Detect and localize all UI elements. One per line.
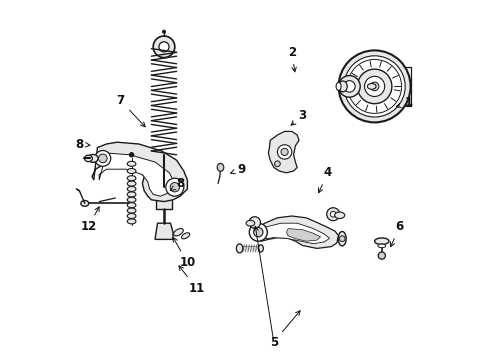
- Text: 5: 5: [270, 311, 300, 348]
- Ellipse shape: [127, 197, 136, 202]
- Circle shape: [330, 211, 336, 217]
- Ellipse shape: [127, 186, 136, 192]
- Circle shape: [249, 223, 268, 241]
- Ellipse shape: [127, 208, 136, 213]
- Text: 10: 10: [173, 237, 196, 269]
- Circle shape: [170, 183, 179, 192]
- Circle shape: [339, 50, 411, 122]
- Circle shape: [166, 178, 184, 196]
- Ellipse shape: [127, 213, 136, 219]
- Circle shape: [343, 81, 355, 92]
- Ellipse shape: [374, 238, 389, 244]
- Ellipse shape: [339, 81, 347, 92]
- Ellipse shape: [246, 220, 255, 226]
- Polygon shape: [92, 142, 187, 202]
- Ellipse shape: [127, 176, 136, 181]
- Polygon shape: [286, 229, 320, 241]
- Ellipse shape: [336, 82, 341, 90]
- Ellipse shape: [335, 212, 345, 219]
- Ellipse shape: [88, 154, 98, 162]
- Circle shape: [344, 56, 405, 117]
- Ellipse shape: [368, 84, 376, 89]
- Circle shape: [378, 252, 386, 259]
- Circle shape: [129, 153, 134, 157]
- Circle shape: [327, 208, 340, 221]
- Circle shape: [365, 76, 385, 96]
- Ellipse shape: [236, 244, 243, 253]
- Ellipse shape: [378, 244, 386, 248]
- Circle shape: [339, 236, 345, 242]
- Circle shape: [163, 30, 166, 33]
- Circle shape: [95, 150, 111, 166]
- Circle shape: [370, 82, 379, 91]
- Ellipse shape: [127, 161, 136, 166]
- Text: 11: 11: [179, 266, 204, 294]
- Text: 1: 1: [396, 96, 413, 109]
- Circle shape: [159, 42, 169, 52]
- Circle shape: [254, 228, 263, 237]
- Circle shape: [219, 165, 222, 170]
- Circle shape: [357, 69, 392, 104]
- Circle shape: [153, 36, 175, 58]
- Ellipse shape: [127, 168, 136, 174]
- Polygon shape: [258, 216, 339, 248]
- Text: 6: 6: [391, 220, 404, 247]
- Circle shape: [281, 148, 288, 156]
- Ellipse shape: [127, 181, 136, 186]
- Ellipse shape: [127, 192, 136, 197]
- Ellipse shape: [217, 163, 224, 171]
- Ellipse shape: [127, 219, 136, 224]
- Circle shape: [339, 76, 360, 97]
- Text: 2: 2: [288, 46, 296, 72]
- Circle shape: [249, 217, 261, 228]
- Text: 3: 3: [291, 109, 307, 125]
- Circle shape: [98, 154, 107, 163]
- Text: 7: 7: [117, 94, 145, 127]
- Text: 8: 8: [75, 138, 90, 150]
- Circle shape: [274, 161, 280, 167]
- Polygon shape: [156, 187, 172, 209]
- Polygon shape: [99, 153, 175, 196]
- Ellipse shape: [173, 229, 183, 236]
- Ellipse shape: [181, 233, 190, 239]
- Ellipse shape: [127, 203, 136, 208]
- Polygon shape: [405, 67, 411, 106]
- Ellipse shape: [84, 155, 92, 162]
- Ellipse shape: [338, 231, 346, 246]
- Polygon shape: [155, 223, 173, 239]
- Text: 8: 8: [171, 177, 184, 190]
- Text: 12: 12: [80, 207, 99, 233]
- Polygon shape: [269, 131, 299, 173]
- Polygon shape: [262, 223, 330, 244]
- Ellipse shape: [81, 201, 89, 206]
- Text: 4: 4: [318, 166, 332, 193]
- Circle shape: [277, 145, 292, 159]
- Text: 9: 9: [231, 163, 245, 176]
- Ellipse shape: [258, 245, 263, 252]
